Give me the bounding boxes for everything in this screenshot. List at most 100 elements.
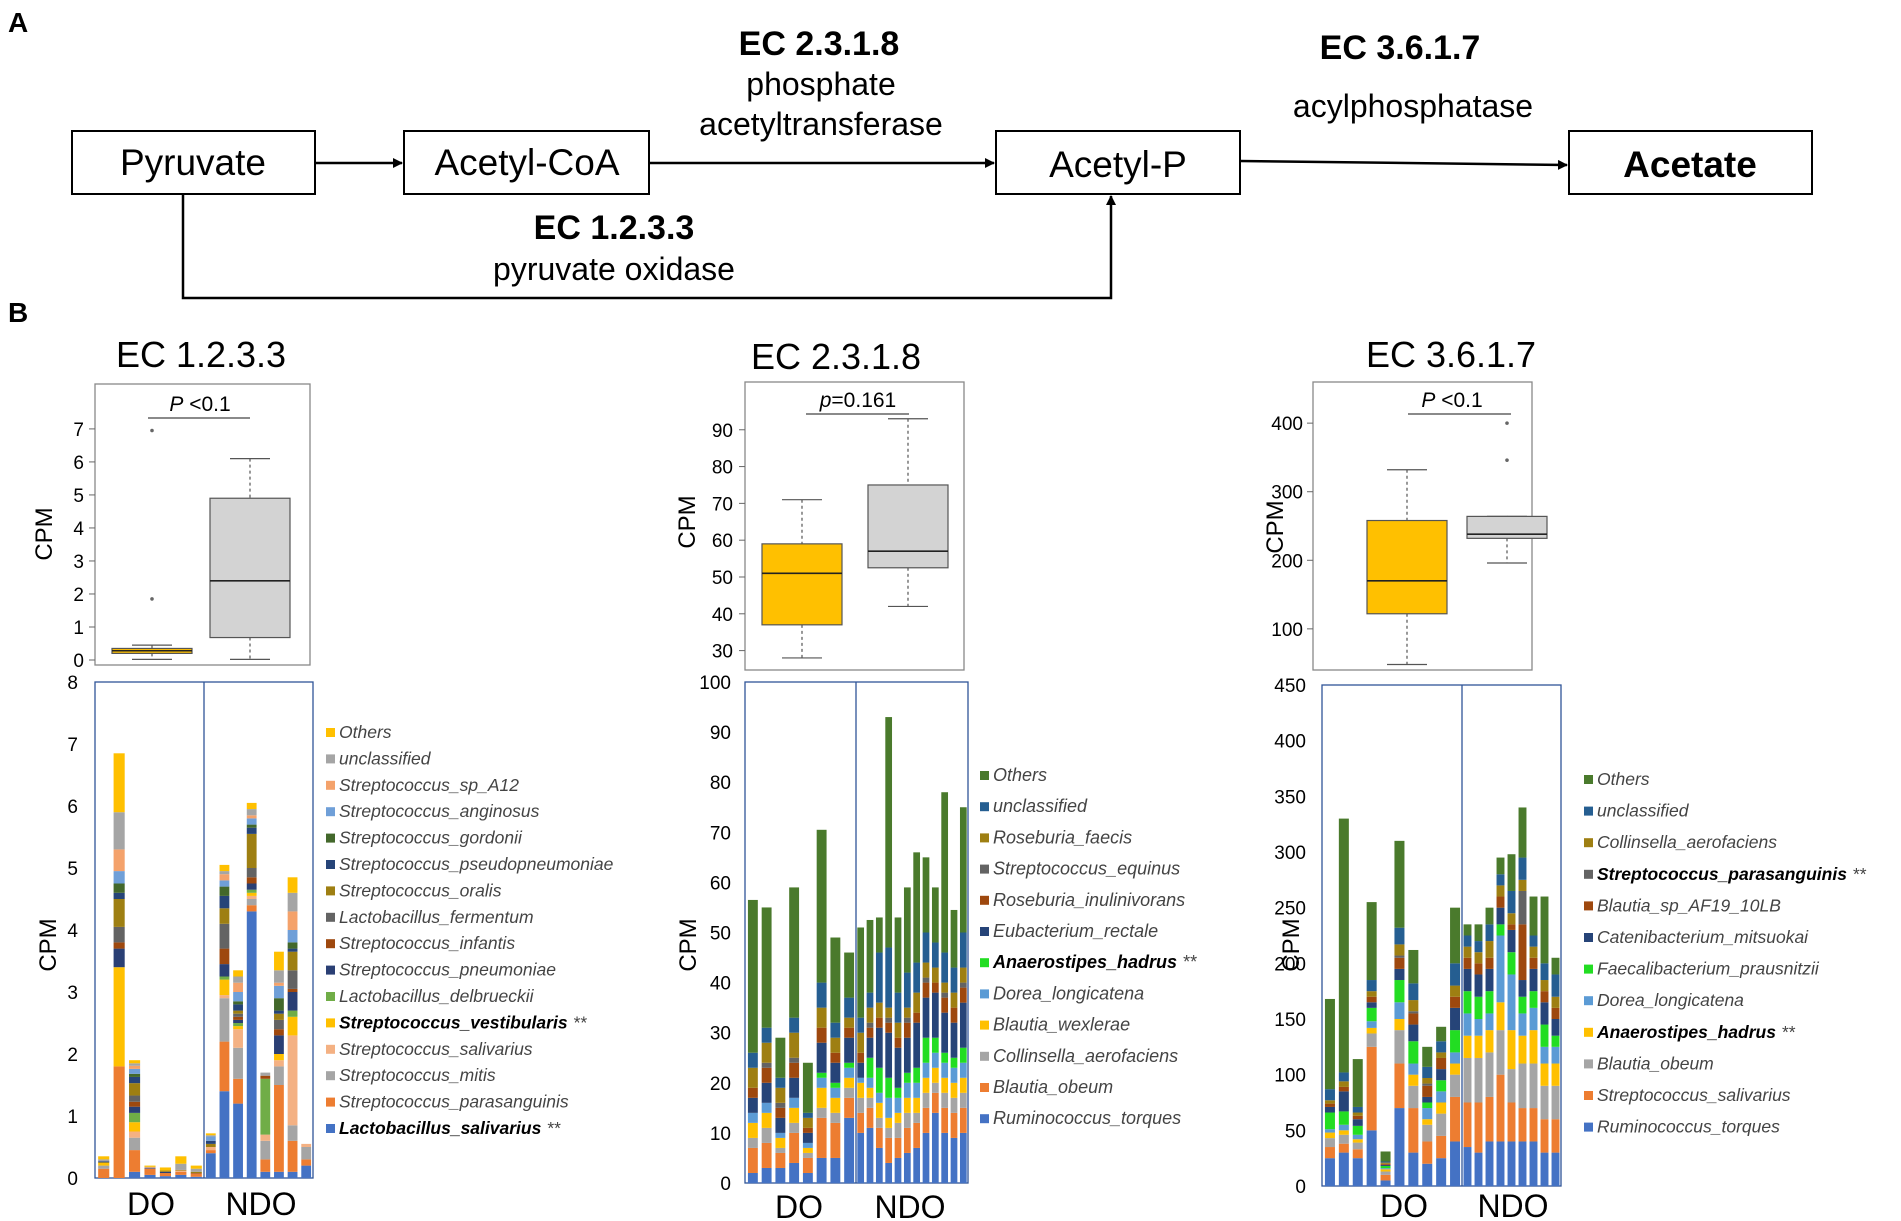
y-tick-label: 40 [710, 974, 731, 995]
bar-segment-lactobacillus-fermentum [233, 1013, 243, 1017]
bar-segment-blautia-obeum-p3 [1496, 1030, 1505, 1075]
bar-segment-ruminococcus-torques [913, 1147, 921, 1183]
bar-segment-ruminococcus-torques [941, 1132, 949, 1183]
bar-segment-others-green [761, 907, 772, 1028]
legend-label: Streptococcus_pneumoniae [339, 960, 556, 980]
bar-segment-lactobacillus-salivarius [159, 1176, 171, 1178]
bar-segment-streptococcus-gordonii [246, 824, 257, 828]
bar-segment-unclassified-blue [1463, 935, 1472, 947]
bar-segment-unclassified-blue [844, 997, 855, 1018]
y-tick-label: 4 [73, 519, 84, 540]
stacked-2-group-ndo: NDO [874, 1189, 945, 1221]
bar-segment-blautia-sp-af19-10lb [1529, 957, 1538, 969]
bar-segment-dorea-longicatena [1463, 1013, 1472, 1036]
bar-segment-blautia-obeum [866, 1107, 874, 1128]
bar-segment-others-green [913, 852, 921, 963]
bar-segment-ruminococcus-torques [789, 1162, 800, 1183]
bar-segment-dorea-longicatena [903, 1082, 911, 1098]
bar-segment-collinsella-aerofaciens [844, 1087, 855, 1098]
bar-segment-ruminococcus-torques [1380, 1180, 1391, 1186]
bar-segment-ruminococcus-torques [1540, 1152, 1549, 1186]
legend-label: Faecalibacterium_prausnitzii [1597, 959, 1820, 979]
bar-segment-unclassified-blue [1380, 1161, 1391, 1163]
bar-segment-catenibacterium-mitsuokai [1540, 1002, 1549, 1025]
bar-segment-streptococcus-salivarius-p3 [1324, 1147, 1335, 1159]
bar-segment-roseburia-faecis [941, 982, 949, 993]
legend-label: Streptococcus_parasanguinis [339, 1092, 569, 1112]
bar-segment-streptococcus-pseudopneumoniae [98, 1161, 110, 1163]
legend-swatch [326, 886, 335, 896]
legend-label: Others [1597, 769, 1650, 789]
bar-segment-lactobacillus-salivarius [129, 1171, 141, 1178]
bar-segment-others [287, 877, 298, 893]
bar-segment-streptococcus-infantis [260, 1075, 271, 1079]
legend-swatch [326, 1124, 335, 1133]
bar-segment-eubacterium-rectale [903, 1037, 911, 1073]
bar-segment-collinsella-aerofaciens-p3 [1436, 1052, 1447, 1058]
bar-segment-roseburia-faecis [775, 1087, 786, 1103]
box-iqr-ndo [209, 497, 291, 639]
bar-segment-others-green [866, 919, 874, 993]
bar-segment-others-green [1540, 896, 1549, 964]
bar-segment-unclassified-blue [1436, 1041, 1447, 1053]
bar-segment-lactobacillus-delbrueckii [129, 1112, 141, 1123]
bar-segment-blautia-obeum-p3 [1518, 1063, 1527, 1109]
y-tick-label: 150 [1274, 1010, 1306, 1031]
bar-segment-ruminococcus-torques [775, 1167, 786, 1183]
legend-swatch [326, 1097, 335, 1107]
bar-segment-streptococcus-salivarius-p3 [1408, 1108, 1419, 1153]
bar-segment-blautia-obeum [959, 1107, 967, 1133]
bar-segment-blautia-sp-af19-10lb [1496, 896, 1505, 908]
bar-segment-unclassified-blue [1485, 924, 1494, 942]
bar-segment-streptococcus-salivarius-p3 [1551, 1119, 1560, 1153]
bar-segment-collinsella-aerofaciens [931, 1082, 939, 1093]
legend-swatch [980, 895, 989, 905]
bar-segment-unclassified-blue [922, 932, 930, 963]
bar-segment-streptococcus-anginosus [233, 992, 243, 1002]
bar-segment-streptococcus-salivarius [246, 895, 257, 899]
bar-segment-streptococcus-parasanguinis [246, 905, 257, 912]
bar-segment-ruminococcus-torques [1507, 1141, 1516, 1186]
bar-segment-dorea-longicatena [1540, 1046, 1549, 1064]
bar-segment-ruminococcus-torques [959, 1132, 967, 1183]
bar-segment-others-green [1496, 857, 1505, 875]
bar-segment-dorea-longicatena [1394, 1002, 1405, 1019]
y-tick-label: 3 [73, 552, 84, 573]
pta-name-line1: phosphate [746, 66, 895, 102]
bar-segment-streptococcus-parasanguinis [301, 1159, 312, 1166]
bar-segment-unclassified-blue [789, 1017, 800, 1033]
bar-segment-lactobacillus-salivarius [301, 1165, 312, 1178]
y-tick-label: 80 [712, 458, 733, 479]
bar-segment-collinsella-aerofaciens-p3 [1496, 885, 1505, 897]
y-tick-label: 400 [1274, 732, 1306, 753]
bar-segment-streptococcus-vestibularis [98, 1162, 110, 1166]
bar-segment-streptococcus-salivarius-p3 [1518, 1108, 1527, 1142]
bar-segment-catenibacterium-mitsuokai [1394, 968, 1405, 981]
bar-segment-streptococcus-salivarius-p3 [1540, 1119, 1549, 1153]
bar-segment-dorea-longicatena [1408, 1063, 1419, 1075]
bar-segment-faecalibacterium-prausnitzii [1422, 1102, 1433, 1109]
bar-segment-streptococcus-sp-a12 [287, 911, 298, 930]
legend-swatch [980, 1114, 989, 1124]
bar-segment-faecalibacterium-prausnitzii [1436, 1080, 1447, 1092]
bar-segment-others [190, 1165, 202, 1169]
bar-segment-unclassified-blue [1529, 935, 1538, 947]
bar-segment-lactobacillus-fermentum [219, 923, 230, 949]
boxplot-2-sig-label: p=0.161 [819, 389, 897, 412]
bar-segment-unclassified-blue [761, 1027, 772, 1043]
legend-label: Blautia_obeum [993, 1077, 1113, 1097]
y-tick-label: 80 [710, 773, 731, 794]
bar-segment-streptococcus-sp-a12 [233, 982, 243, 992]
bar-segment-dorea-longicatena [830, 1087, 841, 1098]
bar-segment-blautia-obeum-p3 [1529, 1063, 1538, 1109]
arrow-acetyl-p-to-acetate [1239, 159, 1568, 170]
bar-segment-lactobacillus-fermentum [287, 970, 298, 989]
bar-segment-collinsella-aerofaciens-p3 [1450, 985, 1461, 997]
bar-segment-unclassified-blue [1518, 857, 1527, 880]
bar-segment-collinsella-aerofaciens-p3 [1474, 952, 1483, 964]
bar-segment-blautia-wexlerae [959, 1077, 967, 1093]
bar-segment-streptococcus-equinus [789, 1057, 800, 1063]
bar-segment-lactobacillus-salivarius [233, 1103, 243, 1178]
bar-segment-others-green [1529, 896, 1538, 936]
